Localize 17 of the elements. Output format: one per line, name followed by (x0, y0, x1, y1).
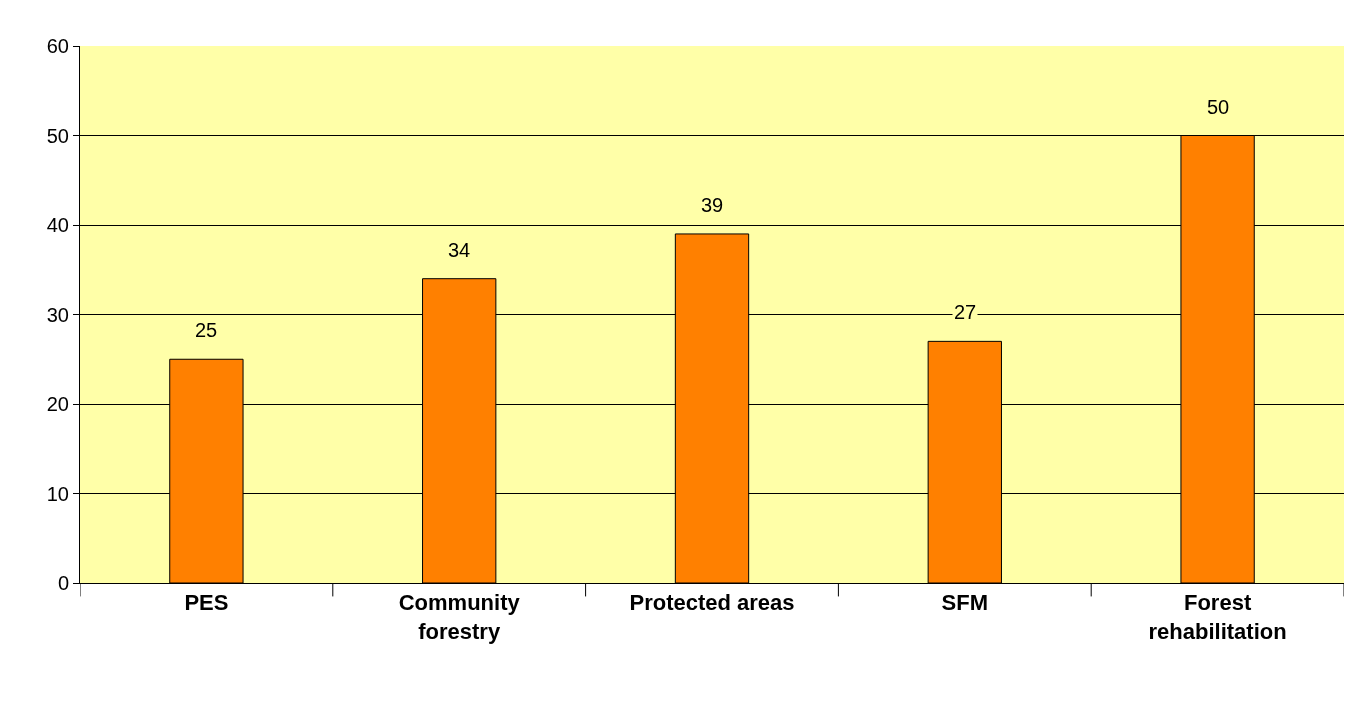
data-label: 39 (701, 194, 724, 216)
data-label: 27 (954, 301, 977, 323)
y-tick-label: 40 (46, 214, 69, 236)
x-tick-label: Community forestry (398, 590, 521, 644)
x-tick-label: Protected areas (629, 590, 795, 616)
y-tick-label: 50 (46, 124, 69, 147)
y-tick-label: 30 (46, 303, 69, 326)
data-label: 50 (1207, 96, 1230, 118)
x-tick-label: Forest rehabilitation (1148, 590, 1287, 644)
data-label: 25 (195, 319, 218, 341)
x-tick-label: PES (184, 590, 229, 616)
y-tick-label: 10 (46, 482, 69, 505)
x-tick-label: SFM (941, 590, 989, 616)
y-tick-label: 20 (46, 393, 69, 415)
data-label: 34 (448, 239, 471, 261)
y-tick-label: 60 (46, 35, 69, 57)
y-tick-label: 0 (57, 572, 69, 594)
